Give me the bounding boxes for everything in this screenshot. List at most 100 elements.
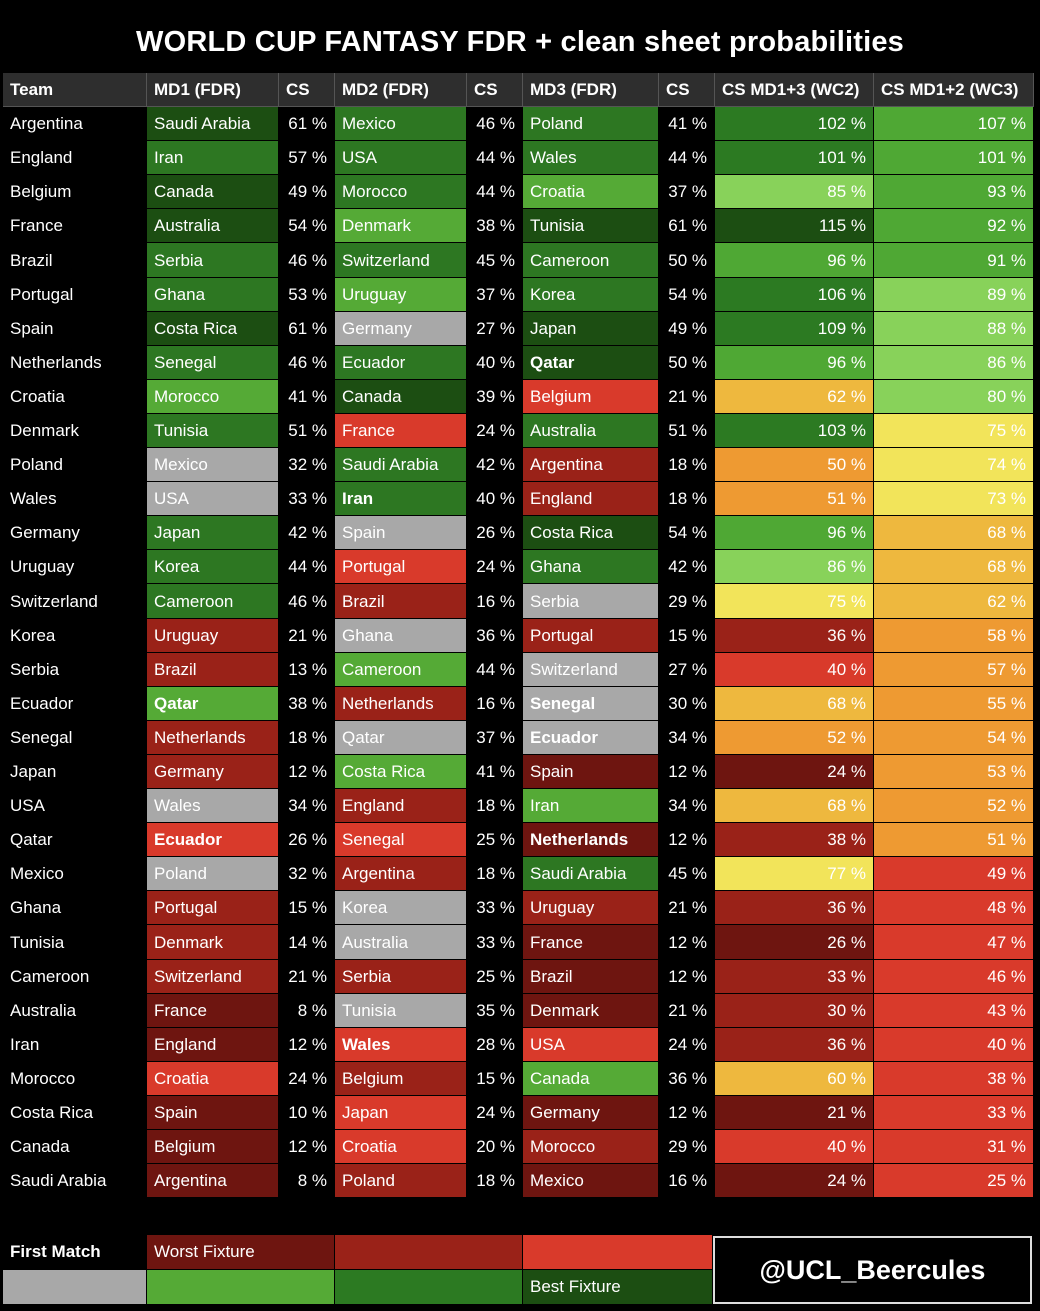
cs-cell: 26 % [467, 516, 523, 550]
cs-cell: 51 % [279, 414, 335, 448]
wc2-cell: 75 % [715, 584, 874, 619]
opponent-cell: Brazil [523, 960, 659, 994]
cs-cell: 16 % [467, 584, 523, 619]
team-cell: Australia [3, 994, 147, 1028]
opponent-cell: Switzerland [523, 653, 659, 687]
opponent-cell: England [147, 1028, 279, 1062]
wc3-cell: 88 % [874, 312, 1034, 346]
cs-cell: 13 % [279, 653, 335, 687]
opponent-cell: Qatar [335, 721, 467, 755]
opponent-cell: Tunisia [147, 414, 279, 448]
cs-cell: 53 % [279, 278, 335, 312]
legend-light-green-swatch [147, 1270, 335, 1305]
cs2-header: CS [467, 73, 523, 107]
cs-cell: 41 % [467, 755, 523, 789]
team-cell: Cameroon [3, 960, 147, 994]
opponent-cell: Brazil [147, 653, 279, 687]
wc2-cell: 30 % [715, 994, 874, 1028]
opponent-cell: Morocco [523, 1130, 659, 1164]
team-cell: Japan [3, 755, 147, 789]
cs-cell: 18 % [279, 721, 335, 755]
opponent-cell: Tunisia [523, 209, 659, 243]
wc2-cell: 102 % [715, 107, 874, 141]
team-cell: Serbia [3, 653, 147, 687]
cs-cell: 15 % [467, 1062, 523, 1096]
cs1-header: CS [279, 73, 335, 107]
cs-cell: 18 % [659, 448, 715, 482]
wc3-cell: 31 % [874, 1130, 1034, 1164]
cs-cell: 54 % [659, 278, 715, 312]
cs-cell: 16 % [659, 1164, 715, 1198]
opponent-cell: France [147, 994, 279, 1028]
md3-header: MD3 (FDR) [523, 73, 659, 107]
wc2-cell: 52 % [715, 721, 874, 755]
wc2-cell: 51 % [715, 482, 874, 516]
wc2-cell: 24 % [715, 1164, 874, 1198]
cs-cell: 24 % [467, 414, 523, 448]
cs-cell: 15 % [659, 619, 715, 653]
wc3-cell: 51 % [874, 823, 1034, 857]
team-cell: England [3, 141, 147, 175]
opponent-cell: Korea [335, 891, 467, 925]
team-cell: USA [3, 789, 147, 823]
opponent-cell: Netherlands [335, 687, 467, 721]
opponent-cell: England [335, 789, 467, 823]
opponent-cell: Ecuador [147, 823, 279, 857]
team-cell: Morocco [3, 1062, 147, 1096]
wc3-cell: 43 % [874, 994, 1034, 1028]
wc2-cell: 24 % [715, 755, 874, 789]
cs-cell: 24 % [279, 1062, 335, 1096]
opponent-cell: Australia [147, 209, 279, 243]
cs-cell: 10 % [279, 1096, 335, 1130]
opponent-cell: Australia [523, 414, 659, 448]
opponent-cell: Belgium [523, 380, 659, 414]
cs-cell: 18 % [467, 857, 523, 891]
opponent-cell: Canada [523, 1062, 659, 1096]
opponent-cell: Japan [335, 1096, 467, 1130]
opponent-cell: Canada [335, 380, 467, 414]
cs-cell: 29 % [659, 584, 715, 619]
wc3-cell: 58 % [874, 619, 1034, 653]
wc3-cell: 46 % [874, 960, 1034, 994]
cs-cell: 12 % [659, 960, 715, 994]
cs-cell: 34 % [659, 789, 715, 823]
opponent-cell: Germany [147, 755, 279, 789]
opponent-cell: Spain [147, 1096, 279, 1130]
cs-cell: 14 % [279, 925, 335, 960]
team-cell: France [3, 209, 147, 243]
wc2-cell: 60 % [715, 1062, 874, 1096]
opponent-cell: Belgium [335, 1062, 467, 1096]
cs-cell: 54 % [659, 516, 715, 550]
cs-cell: 61 % [279, 312, 335, 346]
opponent-cell: Mexico [147, 448, 279, 482]
cs-cell: 21 % [279, 960, 335, 994]
team-cell: Senegal [3, 721, 147, 755]
cs-cell: 12 % [659, 925, 715, 960]
opponent-cell: Qatar [147, 687, 279, 721]
cs-cell: 20 % [467, 1130, 523, 1164]
opponent-cell: Saudi Arabia [147, 107, 279, 141]
wc3-cell: 47 % [874, 925, 1034, 960]
wc3-cell: 49 % [874, 857, 1034, 891]
cs-cell: 12 % [659, 1096, 715, 1130]
team-cell: Uruguay [3, 550, 147, 584]
wc2-cell: 36 % [715, 619, 874, 653]
wc2-cell: 86 % [715, 550, 874, 584]
opponent-cell: Germany [335, 312, 467, 346]
cs-cell: 35 % [467, 994, 523, 1028]
opponent-cell: Ecuador [523, 721, 659, 755]
opponent-cell: Japan [523, 312, 659, 346]
legend-first-match-label: First Match [3, 1235, 147, 1270]
opponent-cell: Morocco [147, 380, 279, 414]
opponent-cell: Cameroon [147, 584, 279, 619]
wc3-cell: 75 % [874, 414, 1034, 448]
opponent-cell: Costa Rica [335, 755, 467, 789]
cs-cell: 12 % [659, 755, 715, 789]
cs-cell: 24 % [659, 1028, 715, 1062]
wc3-header: CS MD1+2 (WC3) [874, 73, 1034, 107]
cs-cell: 21 % [659, 380, 715, 414]
cs-cell: 27 % [467, 312, 523, 346]
opponent-cell: Ghana [523, 550, 659, 584]
cs-cell: 8 % [279, 994, 335, 1028]
opponent-cell: Senegal [523, 687, 659, 721]
